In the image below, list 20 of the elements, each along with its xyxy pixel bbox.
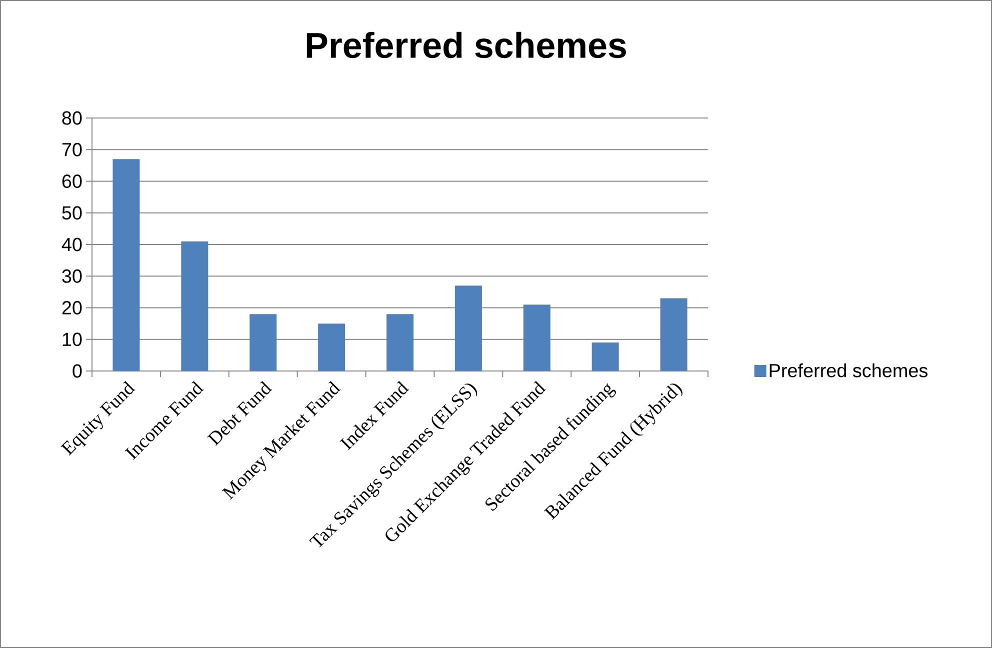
bar: [523, 304, 550, 371]
bar: [592, 342, 619, 371]
y-tick-label: 80: [62, 111, 82, 125]
bar: [318, 324, 346, 371]
chart-title: Preferred schemes: [306, 32, 626, 58]
bar: [454, 286, 482, 371]
y-tick-label: 30: [62, 269, 82, 283]
bar: [112, 159, 140, 371]
bar: [660, 298, 688, 371]
bar: [386, 314, 414, 371]
bar: [250, 314, 277, 371]
y-tick-label: 40: [62, 238, 82, 252]
legend-label: Preferred schemes: [770, 363, 928, 378]
y-tick-label: 60: [62, 174, 82, 188]
y-tick-label: 50: [62, 206, 82, 220]
y-tick-label: 0: [72, 364, 82, 378]
y-tick-label: 70: [62, 142, 82, 156]
y-tick-label: 10: [62, 332, 82, 346]
bar: [181, 241, 208, 371]
y-tick-label: 20: [62, 301, 82, 314]
